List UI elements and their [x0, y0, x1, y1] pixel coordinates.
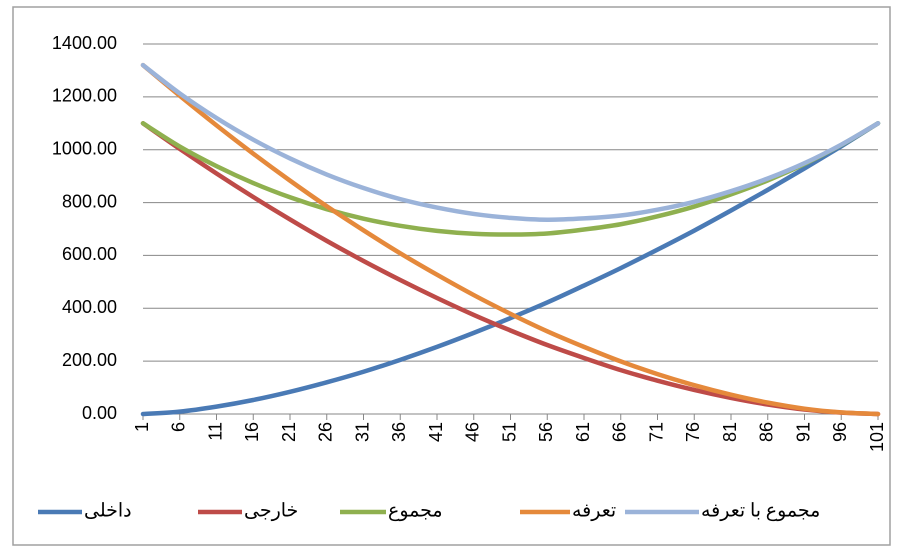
x-tick-label: 21 — [279, 422, 299, 442]
x-tick-label: 56 — [536, 422, 556, 442]
x-tick-label: 31 — [352, 422, 372, 442]
y-tick-label: 0.00 — [82, 403, 117, 423]
x-tick-label: 41 — [426, 422, 446, 442]
y-tick-label: 1400.00 — [52, 33, 117, 53]
x-tick-label: 61 — [573, 422, 593, 442]
legend-label: تعرفه — [572, 500, 616, 521]
x-tick-label: 91 — [793, 422, 813, 442]
x-tick-label: 96 — [830, 422, 850, 442]
x-tick-label: 51 — [499, 422, 519, 442]
series-line — [140, 121, 881, 417]
x-tick-label: 76 — [683, 422, 703, 442]
legend-label: مجموع با تعرفه — [701, 500, 820, 521]
x-tick-label: 16 — [242, 422, 262, 442]
x-tick-label: 26 — [316, 422, 336, 442]
x-tick-label: 66 — [610, 422, 630, 442]
y-tick-label: 1000.00 — [52, 138, 117, 158]
series-line — [140, 62, 881, 223]
y-tick-label: 1200.00 — [52, 86, 117, 106]
legend-label: خارجی — [244, 500, 298, 521]
x-tick-label: 6 — [169, 422, 189, 432]
x-tick-label: 1 — [132, 422, 152, 432]
series-line — [140, 62, 881, 417]
legend-label: مجموع — [388, 500, 443, 521]
y-tick-label: 800.00 — [62, 191, 117, 211]
x-tick-label: 46 — [463, 422, 483, 442]
x-tick-label: 86 — [757, 422, 777, 442]
legend-label: داخلی — [84, 500, 132, 521]
x-tick-label: 81 — [720, 422, 740, 442]
y-tick-label: 400.00 — [62, 297, 117, 317]
y-tick-label: 600.00 — [62, 244, 117, 264]
x-tick-label: 36 — [389, 422, 409, 442]
y-tick-label: 200.00 — [62, 350, 117, 370]
x-tick-label: 11 — [205, 422, 225, 441]
x-tick-label: 101 — [867, 422, 887, 452]
x-tick-label: 71 — [646, 422, 666, 442]
chart-border — [12, 6, 891, 546]
